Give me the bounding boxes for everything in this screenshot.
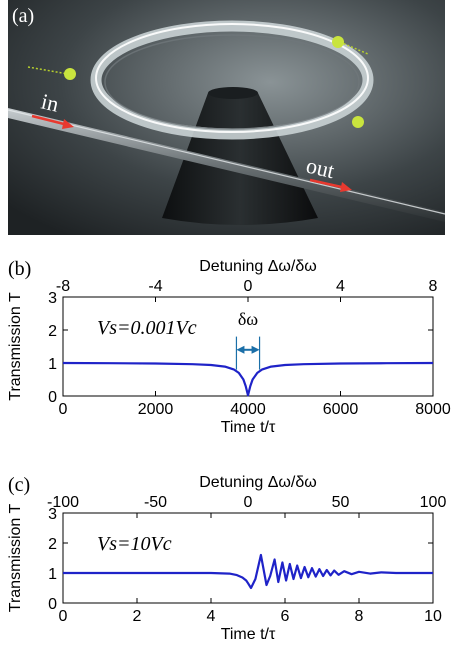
chart-panel-b: (b) Detuning Δω/δω 0 2000 4000 6000 8000 -8 -4 0 4… [7, 258, 451, 436]
out-arrowhead [340, 182, 352, 192]
x-tick-label: 8000 [415, 401, 451, 418]
y-tick-label: 3 [48, 290, 57, 307]
x-tick-label: 0 [59, 608, 68, 625]
formula-annotation: Vs=0.001Vc [97, 317, 197, 339]
ring-highlight [95, 23, 369, 133]
width-label: δω [238, 309, 258, 329]
top-axis-label: Detuning Δω/δω [199, 258, 317, 275]
x-tick-label: 4 [207, 608, 216, 625]
formula-annotation: Vs=10Vc [97, 533, 172, 555]
x2-tick-label: -8 [56, 278, 70, 295]
out-arrow [309, 178, 347, 190]
panel-label: (b) [8, 258, 31, 280]
in-arrow [31, 114, 69, 127]
x-tick-label: 8 [355, 608, 364, 625]
x2-tick-label: 4 [336, 278, 345, 295]
x2-tick-label: 0 [244, 278, 253, 295]
width-arrowhead-right [251, 345, 260, 354]
fiber-highlight [7, 109, 446, 215]
x-axis-label: Time t/τ [221, 419, 276, 436]
particle-right [352, 116, 364, 128]
y-tick-label: 0 [48, 389, 57, 406]
cone-top [208, 87, 258, 99]
x2-tick-label: 100 [420, 494, 447, 511]
particle-top [332, 36, 344, 48]
x-tick-label: 0 [59, 401, 68, 418]
x-tick-label: 2 [133, 608, 142, 625]
in-arrowhead [62, 119, 74, 129]
top-axis-label: Detuning Δω/δω [199, 474, 317, 491]
y-tick-label: 0 [48, 596, 57, 613]
in-label: in [39, 89, 61, 117]
x-tick-label: 4000 [230, 401, 266, 418]
x-tick-label: 6 [281, 608, 290, 625]
x2-tick-label: -4 [148, 278, 162, 295]
x-axis-label: Time t/τ [221, 626, 276, 643]
x2-tick-label: 0 [244, 494, 253, 511]
y-tick-label: 1 [48, 356, 57, 373]
x-tick-label: 10 [424, 608, 442, 625]
y-axis-label: Transmission T [7, 292, 24, 401]
panel-a-label: (a) [12, 5, 34, 27]
x-tick-label: 6000 [323, 401, 359, 418]
x2-tick-label: -100 [47, 494, 79, 511]
panel-label: (c) [8, 474, 30, 496]
particle-left [64, 68, 76, 80]
y-tick-label: 3 [48, 506, 57, 523]
cone-pedestal [162, 93, 318, 225]
y-axis-label: Transmission T [7, 504, 24, 613]
plot-frame [62, 512, 434, 604]
panel-a-image: in out (a) [7, 0, 446, 235]
y-tick-label: 2 [48, 536, 57, 553]
ring-inner-edge [104, 34, 360, 130]
particle-trail-left [27, 66, 69, 75]
x2-tick-label: -50 [144, 494, 167, 511]
series-line [63, 553, 433, 590]
y-tick-label: 1 [48, 566, 57, 583]
particle-trail-top [339, 41, 369, 55]
series-line [62, 361, 434, 397]
x2-tick-label: 8 [429, 278, 438, 295]
x-tick-label: 2000 [138, 401, 174, 418]
x2-tick-label: 50 [332, 494, 350, 511]
chart-panel-c: (c) Detuning Δω/δω 0 2 4 6 8 10 -100 -50 0 50 100 0 1 2… [7, 474, 446, 643]
y-tick-label: 2 [48, 323, 57, 340]
width-arrowhead-left [236, 345, 245, 354]
out-label: out [304, 153, 337, 184]
